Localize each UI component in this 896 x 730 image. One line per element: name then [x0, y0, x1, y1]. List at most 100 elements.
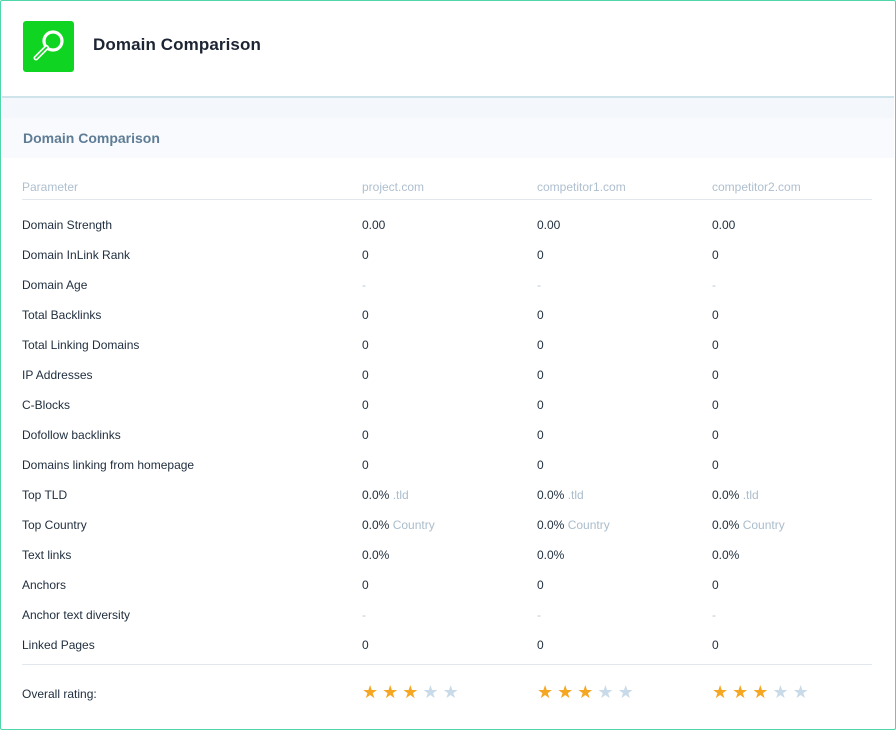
value-text: 0.00	[537, 218, 561, 232]
star-filled-icon: ★	[382, 682, 403, 702]
row-label: Total Backlinks	[22, 308, 102, 322]
column-header-competitor1[interactable]: competitor1.com	[537, 180, 626, 194]
row-value: -	[362, 278, 366, 292]
section-title: Domain Comparison	[23, 130, 160, 146]
star-filled-icon: ★	[732, 682, 753, 702]
value-text: 0	[712, 338, 719, 352]
column-header-competitor2[interactable]: competitor2.com	[712, 180, 801, 194]
row-value: 0.0%	[362, 548, 389, 562]
row-value: 0	[537, 308, 544, 322]
row-label: Top TLD	[22, 488, 68, 502]
table-row: Domain Strength 0.00 0.00 0.00	[22, 209, 872, 239]
row-label: IP Addresses	[22, 368, 93, 382]
row-value: 0.0%	[712, 548, 739, 562]
row-value: 0.0% .tld	[712, 488, 759, 502]
table-row: Domain Age - - -	[22, 269, 872, 299]
value-text: 0	[362, 398, 369, 412]
value-text: 0	[537, 458, 544, 472]
rating-stars-competitor2: ★★★★★	[712, 682, 813, 703]
rating-stars-project: ★★★★★	[362, 682, 463, 703]
column-header-project[interactable]: project.com	[362, 180, 425, 194]
row-value: 0	[362, 638, 369, 652]
row-value: 0.0% .tld	[537, 488, 584, 502]
row-value: 0	[537, 578, 544, 592]
overall-rating-row: Overall rating: ★★★★★ ★★★★★ ★★★★★	[22, 665, 872, 711]
value-text: -	[362, 608, 366, 622]
rating-stars-competitor1: ★★★★★	[537, 682, 638, 703]
row-value: -	[712, 278, 716, 292]
overall-rating-label: Overall rating:	[22, 687, 97, 701]
row-value: 0.0% Country	[362, 518, 435, 532]
table-row: Total Linking Domains 0 0 0	[22, 329, 872, 359]
value-text: 0	[712, 578, 719, 592]
row-label: Dofollow backlinks	[22, 428, 121, 442]
value-text: 0.00	[362, 218, 386, 232]
row-value: 0	[362, 338, 369, 352]
value-text: 0	[537, 308, 544, 322]
row-label: Domain Strength	[22, 218, 113, 232]
row-label: C-Blocks	[22, 398, 71, 412]
value-subtext: .tld	[392, 488, 409, 502]
row-value: 0.00	[537, 218, 560, 232]
value-text: -	[537, 608, 541, 622]
star-empty-icon: ★	[772, 682, 793, 702]
value-text: 0	[537, 338, 544, 352]
row-value: 0	[712, 248, 719, 262]
value-text: 0	[537, 578, 544, 592]
table-body: Domain Strength 0.00 0.00 0.00 Domain InLink…	[22, 209, 872, 659]
row-value: 0	[362, 428, 369, 442]
value-text: -	[712, 278, 716, 292]
value-text: 0	[537, 368, 544, 382]
row-value: 0.0%	[537, 548, 564, 562]
row-value: 0	[362, 248, 369, 262]
value-text: 0.00	[712, 218, 736, 232]
value-subtext: Country	[567, 518, 610, 532]
value-text: 0	[537, 428, 544, 442]
value-text: 0	[362, 248, 369, 262]
row-value: 0	[712, 458, 719, 472]
star-filled-icon: ★	[557, 682, 578, 702]
value-text: 0	[712, 638, 719, 652]
row-value: 0.0% Country	[712, 518, 785, 532]
table-row: Domains linking from homepage 0 0 0	[22, 449, 872, 479]
row-value: 0	[537, 338, 544, 352]
row-label: Domain InLink Rank	[22, 248, 131, 262]
table-row: C-Blocks 0 0 0	[22, 389, 872, 419]
value-text: 0.0%	[712, 518, 740, 532]
row-value: 0	[537, 368, 544, 382]
value-text: 0	[712, 428, 719, 442]
row-value: 0.0% .tld	[362, 488, 409, 502]
section-header: Domain Comparison	[2, 118, 894, 158]
row-value: 0	[712, 638, 719, 652]
row-label: Anchors	[22, 578, 67, 592]
value-text: 0	[362, 428, 369, 442]
row-value: 0	[712, 578, 719, 592]
row-value: 0	[537, 458, 544, 472]
row-value: 0	[537, 248, 544, 262]
row-value: 0	[712, 308, 719, 322]
app-header: Domain Comparison	[2, 2, 894, 98]
value-text: 0	[362, 578, 369, 592]
value-text: 0.0%	[362, 488, 390, 502]
value-text: 0	[537, 638, 544, 652]
row-value: 0	[537, 428, 544, 442]
row-value: 0	[712, 338, 719, 352]
app-logo	[23, 21, 74, 72]
row-value: 0	[712, 428, 719, 442]
table-row: Dofollow backlinks 0 0 0	[22, 419, 872, 449]
star-filled-icon: ★	[402, 682, 423, 702]
table-row: Anchor text diversity - - -	[22, 599, 872, 629]
row-label: Domains linking from homepage	[22, 458, 195, 472]
value-text: 0.0%	[537, 548, 565, 562]
value-subtext: .tld	[742, 488, 759, 502]
row-value: 0	[537, 638, 544, 652]
row-value: -	[712, 608, 716, 622]
search-magnifier-icon	[33, 30, 64, 61]
value-text: 0	[537, 248, 544, 262]
table-row: Text links 0.0% 0.0% 0.0%	[22, 539, 872, 569]
value-text: 0.0%	[712, 488, 740, 502]
table-row: IP Addresses 0 0 0	[22, 359, 872, 389]
row-value: 0	[362, 578, 369, 592]
value-text: 0	[362, 368, 369, 382]
